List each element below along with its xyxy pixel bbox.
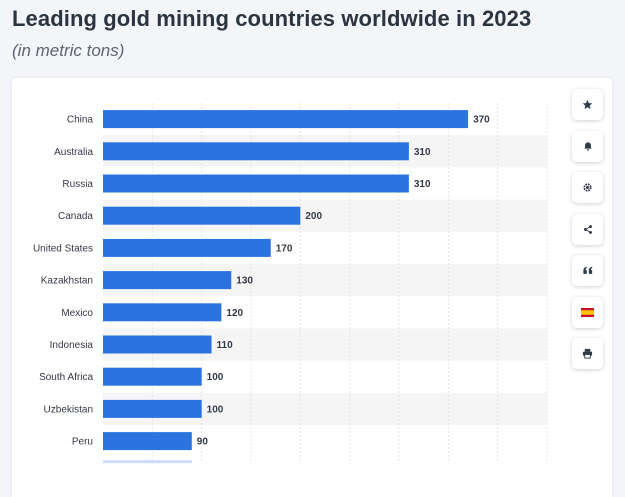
value-label: 170 [276, 243, 293, 254]
category-label: Kazakhstan [41, 276, 93, 287]
settings-button[interactable] [572, 172, 603, 203]
cite-button[interactable] [572, 255, 603, 286]
bar-russia [103, 174, 409, 193]
bar-kazakhstan [103, 271, 232, 290]
print-button[interactable] [572, 338, 603, 369]
category-label: United States [33, 243, 93, 254]
value-label: 200 [305, 211, 322, 222]
bar-canada [103, 206, 301, 225]
notification-button[interactable] [572, 130, 603, 162]
value-label: 310 [414, 147, 431, 158]
bar-uzbekistan [103, 399, 202, 418]
favorite-button[interactable] [572, 89, 603, 120]
bar-peru [103, 432, 192, 451]
star-icon [582, 99, 593, 110]
value-label: 100 [207, 404, 224, 415]
bar-australia [103, 142, 409, 161]
category-label: South Africa [39, 372, 93, 383]
bell-icon [583, 141, 593, 152]
value-label: 90 [197, 437, 209, 448]
category-label: Peru [72, 437, 93, 448]
chart-subtitle: (in metric tons) [12, 41, 125, 60]
category-label: Indonesia [50, 340, 94, 351]
value-label: 130 [236, 276, 253, 287]
category-label: Australia [54, 147, 93, 158]
quote-icon [582, 266, 593, 275]
chart-toolbar [572, 89, 603, 380]
bar-chart: China 370 Australia 310 Russia 310 Canada 200 Un… [33, 103, 548, 464]
value-label: 310 [414, 179, 431, 190]
spain-flag-icon [581, 307, 594, 317]
share-button[interactable] [572, 213, 603, 245]
value-label: 100 [207, 372, 224, 383]
bar-united-states [103, 238, 271, 257]
chart-card: China 370 Australia 310 Russia 310 Canada 200 Un… [12, 78, 612, 497]
value-label: 370 [473, 115, 490, 126]
category-label: Mexico [61, 308, 93, 319]
category-label: Canada [58, 211, 93, 222]
share-icon [583, 224, 593, 235]
gear-icon [582, 182, 593, 193]
value-label: 120 [226, 308, 243, 319]
scroll-fade [103, 460, 192, 464]
bar-south-africa [103, 367, 202, 386]
value-label: 110 [217, 340, 234, 351]
category-label: Uzbekistan [44, 404, 93, 415]
category-label: China [67, 115, 94, 126]
language-button[interactable] [572, 296, 603, 328]
bar-mexico [103, 303, 222, 322]
category-label: Russia [62, 179, 93, 190]
bar-china [103, 110, 469, 129]
chart-title: Leading gold mining countries worldwide … [12, 6, 532, 31]
print-icon [582, 348, 593, 359]
bar-indonesia [103, 335, 212, 354]
